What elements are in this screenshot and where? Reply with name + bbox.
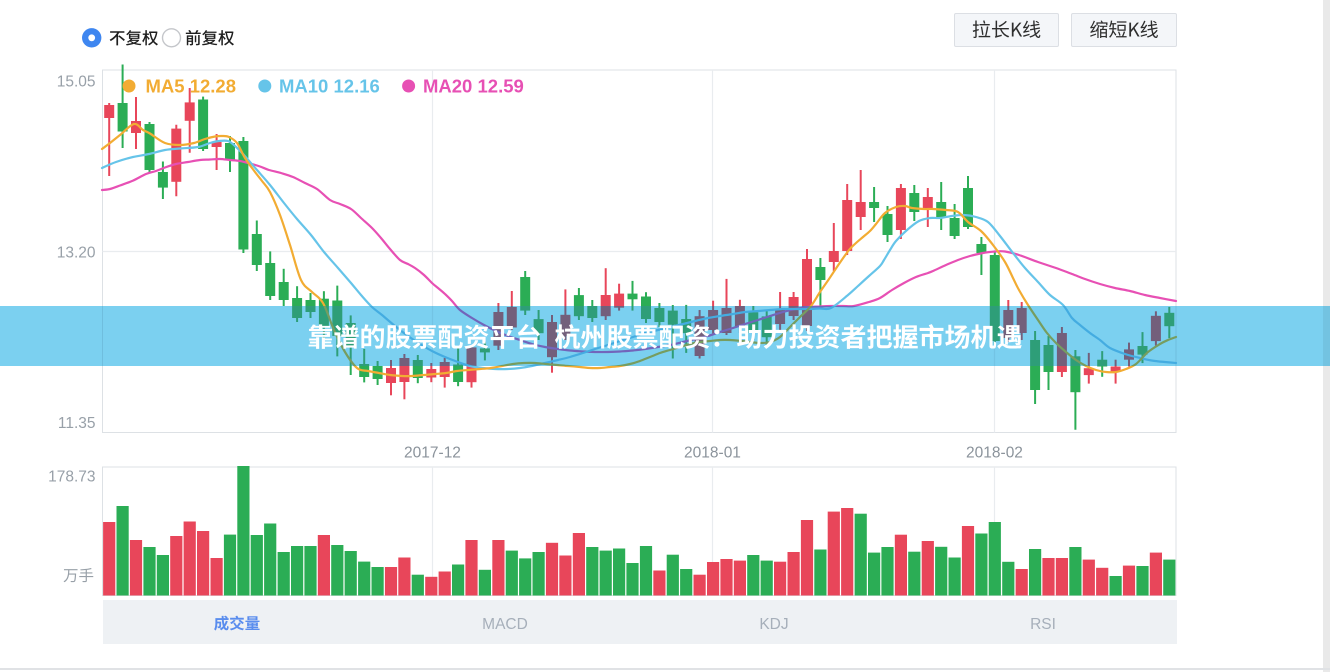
svg-text:2018-02: 2018-02 [966, 445, 1023, 462]
svg-text:MA10 12.16: MA10 12.16 [279, 76, 380, 97]
svg-text:13.20: 13.20 [57, 245, 96, 262]
svg-text:KDJ: KDJ [759, 616, 788, 633]
svg-text:MA20 12.59: MA20 12.59 [423, 76, 524, 97]
svg-text:2017-12: 2017-12 [404, 445, 461, 462]
svg-text:11.35: 11.35 [58, 415, 96, 432]
svg-text:MA5 12.28: MA5 12.28 [146, 76, 237, 97]
svg-text:2018-01: 2018-01 [684, 445, 741, 462]
svg-text:RSI: RSI [1030, 616, 1056, 633]
svg-text:178.73: 178.73 [48, 469, 95, 486]
svg-text:15.05: 15.05 [57, 74, 96, 91]
svg-text:MACD: MACD [482, 616, 528, 633]
